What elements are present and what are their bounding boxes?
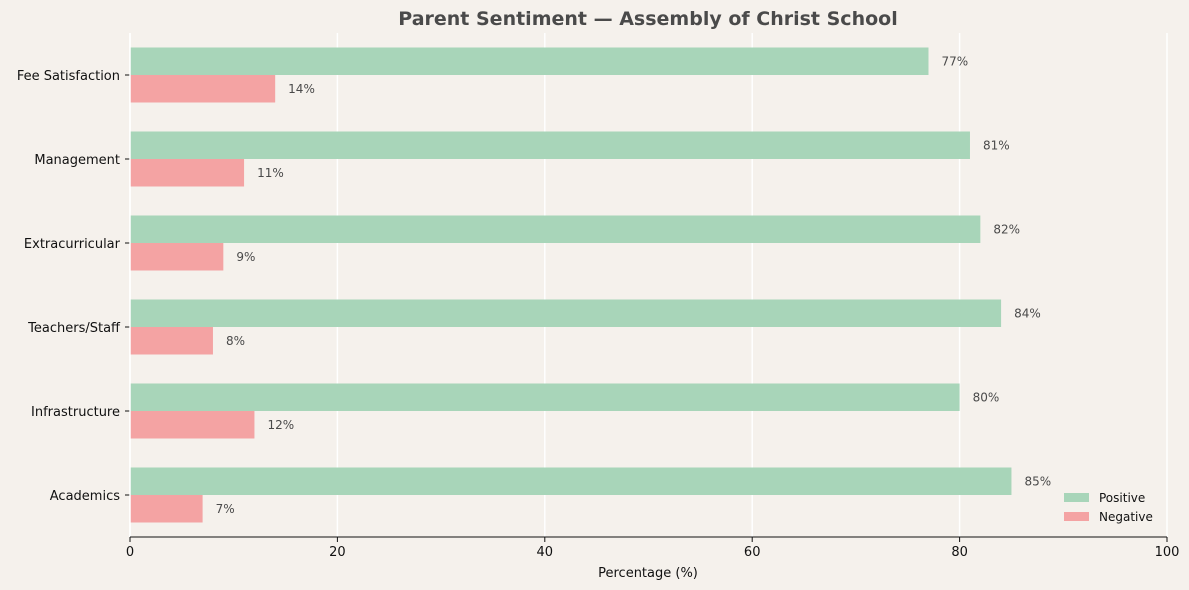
x-axis: 0 20 40 60 80 100 (126, 536, 1180, 560)
bar-positive (130, 299, 1002, 327)
y-tick-label: Infrastructure (31, 405, 120, 420)
data-labels-group: 77% 14% 81% 11% 82% 9% 84% 8% 80% 12% 85% 7% (216, 54, 1052, 516)
y-tick-label: Extracurricular (24, 237, 121, 252)
bars-group (130, 47, 1012, 523)
data-label-positive: 84% (1014, 306, 1041, 320)
y-tick-label: Academics (50, 489, 120, 504)
bar-positive (130, 467, 1012, 495)
x-tick-label: 60 (744, 545, 761, 560)
data-label-positive: 81% (983, 138, 1010, 152)
data-label-negative: 9% (236, 250, 255, 264)
x-tick-label: 40 (537, 545, 554, 560)
bar-positive (130, 131, 970, 159)
data-label-positive: 77% (941, 54, 968, 68)
chart-title: Parent Sentiment — Assembly of Christ Sc… (398, 8, 897, 30)
data-label-negative: 12% (267, 418, 294, 432)
bar-negative (130, 75, 276, 103)
data-label-negative: 7% (216, 502, 235, 516)
bar-negative (130, 243, 224, 271)
bar-positive (130, 47, 929, 75)
legend-label-positive: Positive (1099, 491, 1145, 505)
data-label-positive: 85% (1024, 474, 1051, 488)
data-label-negative: 8% (226, 334, 245, 348)
x-tick-label: 80 (951, 545, 968, 560)
legend-swatch-negative (1064, 512, 1089, 521)
y-tick-label: Management (34, 153, 120, 168)
y-axis: Fee Satisfaction Management Extracurricula… (17, 33, 131, 537)
data-label-negative: 11% (257, 166, 284, 180)
x-tick-label: 100 (1155, 545, 1180, 560)
legend-label-negative: Negative (1099, 510, 1153, 524)
data-label-negative: 14% (288, 82, 315, 96)
data-label-positive: 80% (973, 390, 1000, 404)
bar-negative (130, 495, 203, 523)
data-label-positive: 82% (993, 222, 1020, 236)
y-tick-label: Teachers/Staff (27, 321, 121, 336)
bar-negative (130, 159, 245, 187)
x-tick-label: 0 (126, 545, 134, 560)
bar-positive (130, 215, 981, 243)
bar-negative (130, 327, 213, 355)
y-tick-label: Fee Satisfaction (17, 69, 120, 84)
bar-positive (130, 383, 960, 411)
x-tick-label: 20 (329, 545, 346, 560)
legend: Positive Negative (1064, 491, 1153, 524)
legend-swatch-positive (1064, 493, 1089, 502)
bar-negative (130, 411, 255, 439)
x-axis-label: Percentage (%) (598, 566, 698, 581)
gridlines (129, 33, 1168, 537)
